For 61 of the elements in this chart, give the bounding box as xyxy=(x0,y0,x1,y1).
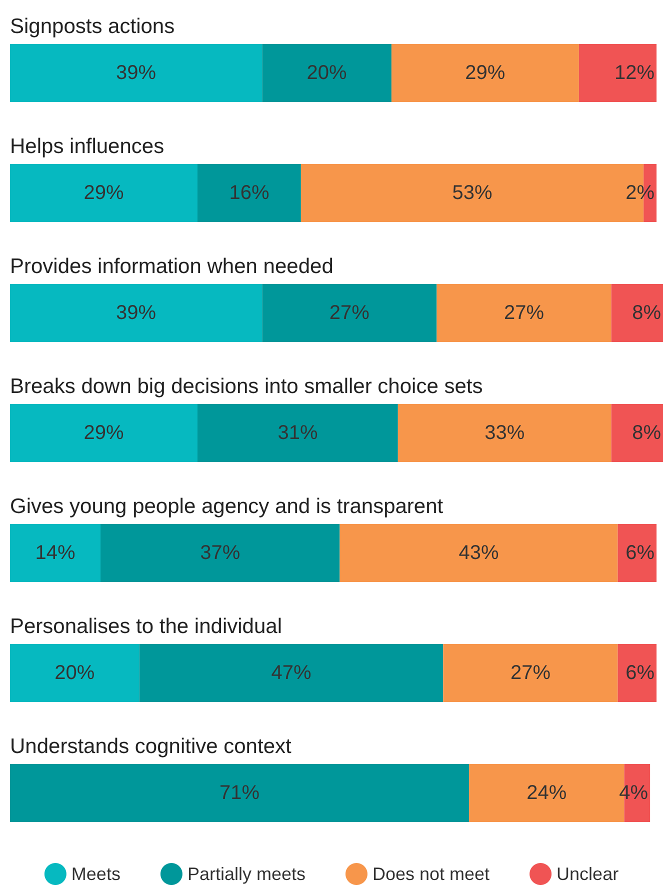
data-label: 29% xyxy=(465,62,506,84)
data-label: 12% xyxy=(614,62,655,84)
bar xyxy=(611,284,663,342)
data-label: 6% xyxy=(626,542,655,564)
bar xyxy=(262,44,392,102)
data-label: 8% xyxy=(632,302,662,324)
y-tick-label: Personalises to the individual xyxy=(10,615,282,638)
legend-label: Partially meets xyxy=(187,864,306,884)
y-tick-label: Understands cognitive context xyxy=(10,735,292,758)
bar xyxy=(197,164,301,222)
bar xyxy=(611,404,663,462)
y-tick-label: Signposts actions xyxy=(10,15,175,38)
y-tick-label: Gives young people agency and is transparent xyxy=(10,495,444,518)
data-label: 20% xyxy=(306,62,348,84)
legend-label: Meets xyxy=(71,864,120,884)
data-label: 14% xyxy=(35,542,76,564)
data-label: 29% xyxy=(84,182,124,204)
bar xyxy=(100,524,340,582)
data-label: 16% xyxy=(229,182,270,204)
bar xyxy=(10,164,198,222)
data-label: 24% xyxy=(526,782,567,804)
bar xyxy=(10,524,101,582)
bar xyxy=(618,524,657,582)
data-label: 27% xyxy=(510,662,551,684)
data-label: 2% xyxy=(626,182,655,204)
data-label: 29% xyxy=(84,422,124,444)
data-label: 6% xyxy=(626,662,655,684)
data-label: 27% xyxy=(504,302,544,324)
data-label: 39% xyxy=(116,302,156,324)
legend-label: Unclear xyxy=(556,864,619,884)
bar xyxy=(398,404,612,462)
data-label: 8% xyxy=(632,422,662,444)
data-label: 37% xyxy=(200,542,240,564)
bar xyxy=(10,404,198,462)
data-label: 33% xyxy=(484,422,525,444)
bar xyxy=(262,284,437,342)
data-label: 20% xyxy=(54,662,95,684)
data-label: 31% xyxy=(278,422,318,444)
bar xyxy=(10,644,140,702)
bar xyxy=(618,644,657,702)
bar xyxy=(391,44,579,102)
y-tick-label: Helps influences xyxy=(10,135,164,158)
bar xyxy=(10,284,262,342)
data-label: 71% xyxy=(220,782,260,804)
bar xyxy=(436,284,612,342)
data-label: 47% xyxy=(271,662,312,684)
data-label: 39% xyxy=(116,62,156,84)
bar xyxy=(139,644,444,702)
bar xyxy=(340,524,618,582)
data-label: 43% xyxy=(458,542,499,564)
legend-label: Does not meet xyxy=(372,864,490,884)
y-tick-label: Provides information when needed xyxy=(10,255,334,278)
data-label: 27% xyxy=(329,302,370,324)
bar xyxy=(443,644,618,702)
bar xyxy=(578,44,657,102)
data-label: 53% xyxy=(452,182,493,204)
bar xyxy=(10,764,470,822)
data-label: 4% xyxy=(619,782,648,804)
bar xyxy=(10,44,262,102)
bar xyxy=(197,404,398,462)
y-tick-label: Breaks down big decisions into smaller choice sets xyxy=(10,375,483,398)
